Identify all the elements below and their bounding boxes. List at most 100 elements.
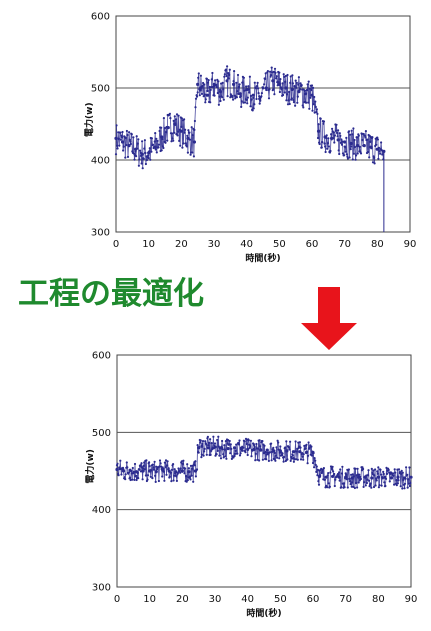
data-point: [180, 125, 183, 128]
data-point-32: [317, 474, 322, 479]
data-point: [340, 472, 343, 475]
data-point: [194, 97, 198, 100]
data-point: [395, 484, 398, 487]
series-power: [114, 65, 386, 232]
data-point: [298, 88, 302, 91]
data-point-41: [375, 147, 379, 151]
data-point: [224, 455, 227, 458]
data-point: [362, 467, 365, 471]
data-point: [221, 81, 224, 84]
data-point: [147, 157, 150, 160]
data-point: [315, 465, 318, 468]
data-point: [245, 442, 248, 446]
data-point: [353, 138, 356, 142]
data-point-26: [278, 449, 282, 453]
data-point: [205, 453, 208, 456]
data-point: [308, 446, 311, 449]
x-tick-label: 30: [209, 594, 222, 605]
data-point: [145, 459, 148, 462]
data-point: [227, 77, 230, 80]
data-point: [317, 123, 320, 126]
data-point: [164, 141, 167, 144]
data-point: [354, 481, 358, 485]
data-point: [236, 90, 239, 93]
x-tick-label: 50: [273, 239, 286, 250]
data-point-21: [245, 87, 249, 92]
data-point: [142, 157, 145, 160]
data-point: [391, 472, 395, 475]
data-point: [292, 101, 296, 104]
data-point: [249, 445, 252, 448]
data-point: [393, 483, 396, 486]
data-point: [131, 466, 134, 470]
data-point: [200, 453, 203, 456]
data-point: [282, 460, 285, 463]
data-point: [361, 138, 364, 142]
data-point: [301, 455, 304, 458]
data-point-40: [370, 476, 374, 480]
data-point: [136, 142, 139, 145]
data-point: [233, 454, 236, 458]
data-point: [124, 136, 127, 140]
data-point: [201, 440, 205, 443]
data-point: [201, 84, 204, 88]
data-point: [345, 136, 348, 139]
data-point: [217, 435, 220, 438]
data-point: [191, 134, 194, 137]
data-point: [329, 149, 332, 153]
data-point: [165, 131, 168, 134]
data-point: [180, 117, 183, 120]
data-point: [409, 481, 412, 485]
data-point: [228, 439, 231, 443]
data-point: [344, 145, 347, 149]
data-point: [283, 455, 286, 459]
data-point: [158, 459, 162, 462]
data-point: [274, 459, 277, 462]
data-point: [373, 162, 376, 165]
data-point: [227, 72, 230, 75]
data-point: [361, 132, 364, 135]
data-point-38: [357, 475, 361, 479]
data-point: [207, 444, 210, 447]
data-point: [264, 77, 267, 80]
data-point: [299, 446, 302, 449]
data-point: [280, 453, 284, 457]
y-tick-label: 600: [92, 351, 111, 362]
data-point: [155, 137, 158, 140]
data-point: [242, 446, 245, 449]
data-point: [191, 151, 194, 154]
data-point: [173, 474, 176, 477]
data-point: [199, 439, 202, 442]
data-point: [338, 152, 341, 156]
data-point: [371, 136, 374, 139]
data-point: [356, 486, 359, 489]
data-point-3: [134, 147, 138, 151]
data-point: [175, 475, 178, 478]
data-point: [178, 139, 181, 142]
data-point-38: [356, 144, 360, 148]
data-point: [347, 130, 351, 133]
data-point: [342, 482, 346, 485]
data-point: [368, 479, 371, 482]
data-point: [117, 137, 120, 140]
data-point: [203, 83, 206, 86]
data-point: [244, 451, 247, 454]
data-point: [138, 468, 141, 471]
data-point: [151, 463, 154, 466]
data-point: [345, 473, 348, 476]
data-point: [293, 85, 296, 88]
data-point: [294, 104, 297, 107]
data-point: [122, 145, 125, 148]
data-point: [296, 458, 299, 461]
data-point: [234, 452, 237, 455]
data-point: [273, 93, 276, 96]
data-point: [376, 136, 379, 139]
data-point: [210, 449, 213, 452]
data-point: [405, 466, 408, 469]
data-point: [133, 158, 136, 161]
data-point: [372, 485, 376, 489]
x-tick-label: 70: [338, 239, 351, 250]
plot-area: [115, 15, 411, 233]
x-tick-label: 60: [307, 594, 320, 605]
data-point: [249, 439, 252, 442]
